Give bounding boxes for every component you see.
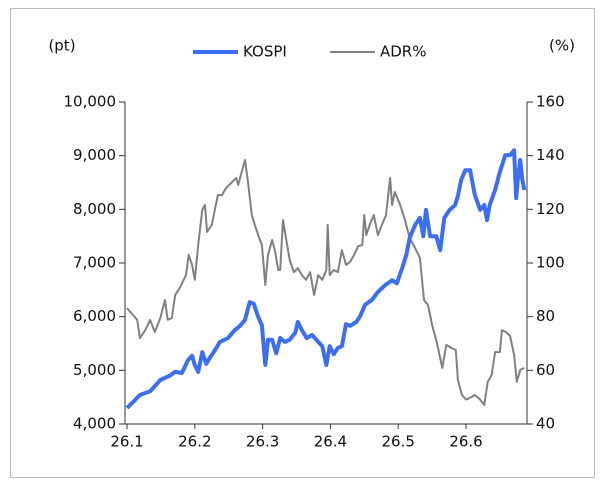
y-axis-label: (pt) <box>48 37 75 55</box>
y2-tick-label: 120 <box>536 200 565 218</box>
y2-tick-label: 40 <box>536 415 555 433</box>
legend-label: ADR% <box>380 43 427 61</box>
y-tick-label: 9,000 <box>73 146 116 164</box>
x-tick-label: 26.2 <box>178 433 211 451</box>
y-tick-label: 8,000 <box>73 200 116 218</box>
frame <box>10 8 595 478</box>
line-series <box>126 159 525 406</box>
y2-axis-label: (%) <box>549 37 575 55</box>
x-tick-label: 26.6 <box>449 433 482 451</box>
legend-label: KOSPI <box>243 43 287 61</box>
y2-tick-label: 60 <box>536 361 555 379</box>
y-tick-label: 7,000 <box>73 254 116 272</box>
y2-tick-label: 80 <box>536 307 555 325</box>
y-tick-label: 10,000 <box>64 93 117 111</box>
y2-tick-label: 140 <box>536 146 565 164</box>
x-tick-label: 26.3 <box>246 433 279 451</box>
x-tick-label: 26.1 <box>110 433 143 451</box>
x-tick-label: 26.4 <box>314 433 347 451</box>
line-series <box>125 148 527 410</box>
y-tick-label: 5,000 <box>73 361 116 379</box>
y-tick-label: 4,000 <box>73 415 116 433</box>
y2-tick-label: 100 <box>536 254 565 272</box>
y-tick-label: 6,000 <box>73 307 116 325</box>
y2-tick-label: 160 <box>536 93 565 111</box>
x-tick-label: 26.5 <box>381 433 414 451</box>
